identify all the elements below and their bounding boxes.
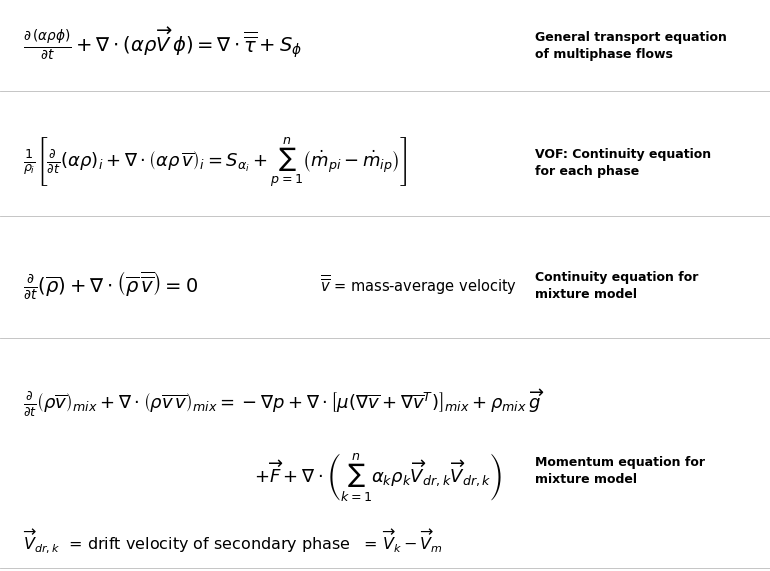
Text: $\frac{\partial\,(\alpha\rho\phi)}{\partial t}+\nabla\cdot(\alpha\rho\overrighta: $\frac{\partial\,(\alpha\rho\phi)}{\part… [23,25,302,61]
Text: Momentum equation for
mixture model: Momentum equation for mixture model [535,456,705,486]
Text: VOF: Continuity equation
for each phase: VOF: Continuity equation for each phase [535,148,711,178]
Text: $\frac{\partial}{\partial t}\left(\overline{\rho}\right)+\nabla\cdot\left(\overl: $\frac{\partial}{\partial t}\left(\overl… [23,270,198,301]
Text: $\frac{1}{\rho_{i}}\left[\frac{\partial}{\partial t}\left(\alpha\rho\right)_{i}+: $\frac{1}{\rho_{i}}\left[\frac{\partial}… [23,136,408,190]
Text: $\overline{\overline{v}}$ = mass-average velocity: $\overline{\overline{v}}$ = mass-average… [320,274,517,297]
Text: $+\overrightarrow{F}+\nabla\cdot\left(\sum_{k=1}^{n}\alpha_k\rho_k\overrightarro: $+\overrightarrow{F}+\nabla\cdot\left(\s… [254,451,503,503]
Text: $\overrightarrow{V}_{dr,k}$  = drift velocity of secondary phase  $=\,\overright: $\overrightarrow{V}_{dr,k}$ = drift velo… [23,528,443,555]
Text: Continuity equation for
mixture model: Continuity equation for mixture model [535,271,698,300]
Text: General transport equation
of multiphase flows: General transport equation of multiphase… [535,31,727,61]
Text: $\frac{\partial}{\partial t}\left(\rho\overline{v}\right)_{mix}+\nabla\cdot\left: $\frac{\partial}{\partial t}\left(\rho\o… [23,387,544,418]
